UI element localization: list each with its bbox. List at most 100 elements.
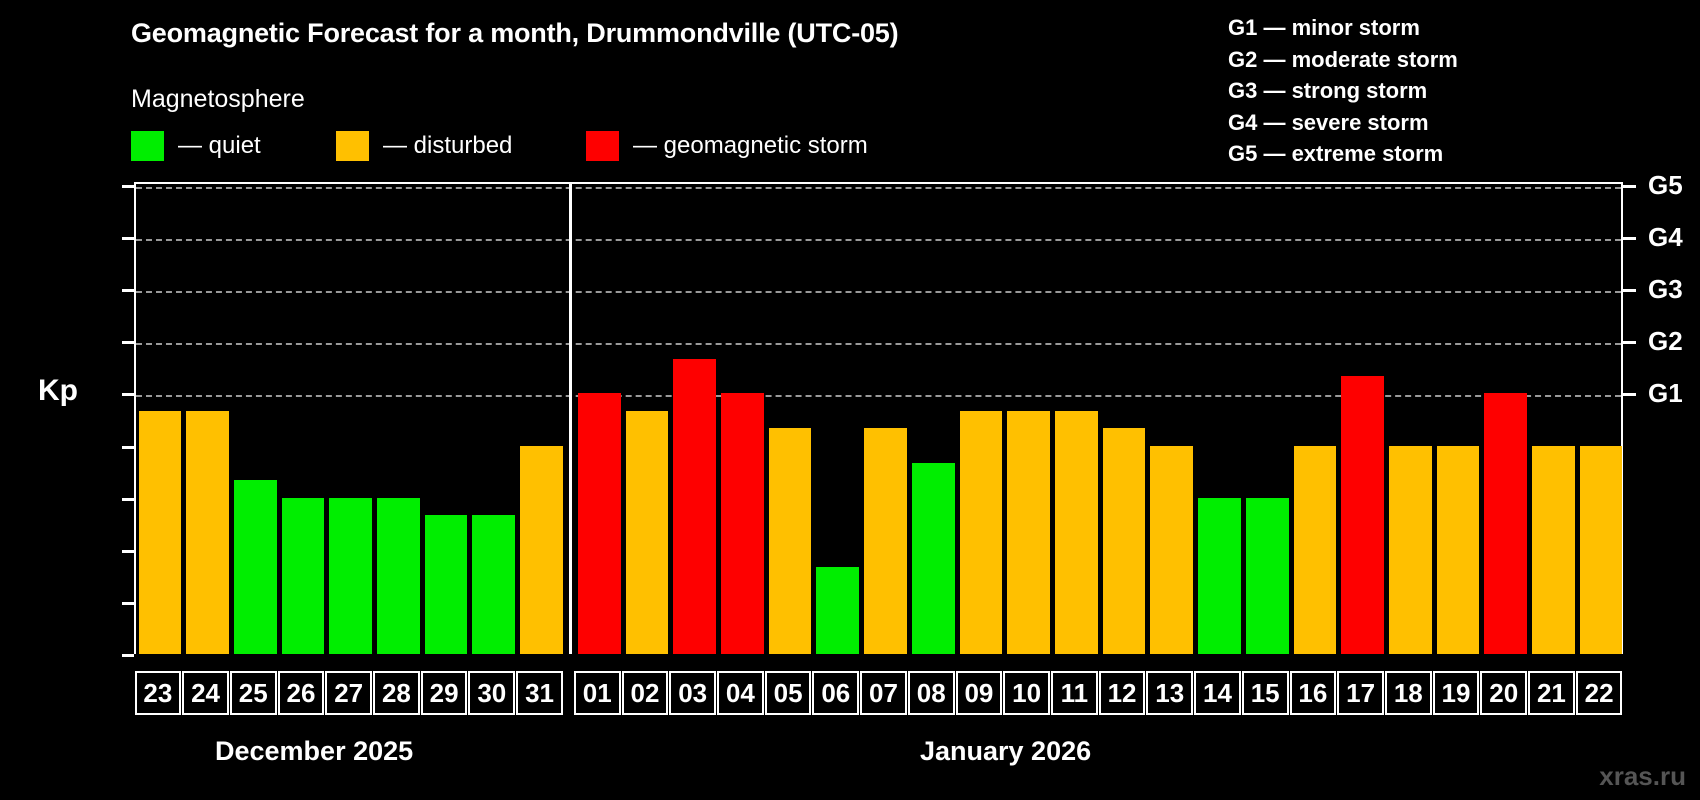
y-tick-mark-4 — [122, 445, 134, 449]
bar-december-28[interactable] — [377, 497, 420, 654]
bar-december-30[interactable] — [472, 514, 516, 654]
y-tick-mark-5 — [122, 393, 134, 397]
bar-december-27[interactable] — [329, 497, 373, 654]
day-label-26[interactable]: 26 — [277, 671, 325, 715]
legend-swatch-quiet-icon — [131, 131, 164, 161]
day-label-22[interactable]: 22 — [1575, 671, 1623, 715]
bar-january-12[interactable] — [1102, 428, 1146, 654]
legend-swatch-disturbed-icon — [336, 131, 369, 161]
month-caption-2: January 2026 — [920, 736, 1092, 766]
g-tick-mark-G5 — [1623, 185, 1636, 188]
watermark: xras.ru — [1599, 761, 1686, 791]
month-divider — [569, 182, 573, 654]
day-label-30[interactable]: 30 — [468, 671, 516, 715]
bar-january-11[interactable] — [1054, 410, 1098, 654]
gridline-kp-5 — [136, 395, 1621, 398]
bar-january-05[interactable] — [768, 428, 812, 654]
magnetosphere-label: Magnetosphere — [131, 85, 305, 113]
bar-december-26[interactable] — [281, 497, 325, 654]
gridline-kp-6 — [136, 343, 1621, 346]
y-tick-mark-7 — [122, 289, 134, 293]
gridline-kp-8 — [136, 239, 1621, 242]
bar-december-25[interactable] — [233, 480, 277, 654]
y-axis-title: Kp — [38, 374, 78, 407]
bar-january-14[interactable] — [1198, 497, 1241, 654]
y-tick-mark-3 — [122, 497, 134, 501]
day-label-12[interactable]: 12 — [1098, 671, 1146, 715]
legend-entry-disturbed: — disturbed — [336, 130, 512, 162]
day-label-17[interactable]: 17 — [1337, 671, 1384, 715]
g-tick-mark-G4 — [1623, 237, 1636, 241]
day-label-16[interactable]: 16 — [1289, 671, 1337, 715]
bar-january-18[interactable] — [1388, 445, 1432, 654]
day-label-29[interactable]: 29 — [420, 671, 468, 715]
g-tick-label-G3: G3 — [1648, 274, 1683, 305]
bar-january-19[interactable] — [1436, 445, 1480, 654]
bar-january-16[interactable] — [1293, 445, 1337, 654]
y-tick-mark-6 — [122, 341, 134, 345]
g-tick-mark-G1 — [1623, 393, 1636, 397]
day-label-19[interactable]: 19 — [1432, 671, 1480, 715]
bar-january-22[interactable] — [1579, 445, 1623, 654]
legend-label-disturbed: — disturbed — [383, 132, 513, 159]
day-label-09[interactable]: 09 — [955, 671, 1003, 715]
day-label-31[interactable]: 31 — [516, 671, 563, 715]
bar-january-03[interactable] — [673, 358, 716, 654]
day-label-05[interactable]: 05 — [764, 671, 812, 715]
bar-january-08[interactable] — [911, 462, 955, 654]
bar-december-24[interactable] — [186, 410, 229, 654]
bar-january-15[interactable] — [1245, 497, 1289, 654]
bar-january-20[interactable] — [1484, 393, 1528, 654]
day-label-10[interactable]: 10 — [1003, 671, 1050, 715]
bar-january-21[interactable] — [1532, 445, 1575, 654]
day-label-04[interactable]: 04 — [717, 671, 764, 715]
bar-january-10[interactable] — [1007, 410, 1050, 654]
day-label-20[interactable]: 20 — [1480, 671, 1528, 715]
g-scale-legend-line-3: G3 — strong storm — [1228, 78, 1428, 103]
bar-january-06[interactable] — [816, 566, 860, 654]
g-tick-label-G4: G4 — [1648, 222, 1683, 253]
day-label-13[interactable]: 13 — [1146, 671, 1194, 715]
y-tick-mark-1 — [122, 601, 134, 605]
month-caption-1: December 2025 — [215, 736, 414, 766]
day-label-02[interactable]: 02 — [621, 671, 669, 715]
legend-swatch-geomagnetic-storm-icon — [586, 131, 619, 161]
bar-january-09[interactable] — [959, 410, 1003, 654]
day-label-14[interactable]: 14 — [1194, 671, 1241, 715]
g-tick-label-G1: G1 — [1648, 378, 1683, 409]
bar-december-23[interactable] — [138, 410, 182, 654]
day-label-28[interactable]: 28 — [373, 671, 420, 715]
g-tick-mark-G2 — [1623, 341, 1636, 345]
legend-label-quiet: — quiet — [178, 132, 261, 159]
bar-december-31[interactable] — [520, 445, 563, 654]
bars-layer — [136, 184, 1623, 654]
bar-january-07[interactable] — [864, 428, 907, 654]
day-label-03[interactable]: 03 — [669, 671, 716, 715]
bar-january-17[interactable] — [1341, 376, 1384, 654]
bar-january-13[interactable] — [1150, 445, 1194, 654]
day-label-15[interactable]: 15 — [1241, 671, 1289, 715]
g-tick-label-G2: G2 — [1648, 326, 1683, 357]
bar-january-02[interactable] — [625, 410, 669, 654]
day-label-24[interactable]: 24 — [182, 671, 229, 715]
bar-january-01[interactable] — [577, 393, 621, 654]
g-scale-legend-line-4: G4 — severe storm — [1228, 109, 1429, 135]
day-label-08[interactable]: 08 — [907, 671, 955, 715]
day-label-07[interactable]: 07 — [860, 671, 907, 715]
g-tick-mark-G3 — [1623, 289, 1636, 293]
day-label-23[interactable]: 23 — [134, 671, 182, 715]
g-scale-legend-line-2: G2 — moderate storm — [1228, 46, 1458, 72]
day-label-06[interactable]: 06 — [812, 671, 860, 715]
day-label-11[interactable]: 11 — [1050, 671, 1098, 715]
plot-inner — [136, 182, 1623, 654]
day-label-18[interactable]: 18 — [1384, 671, 1432, 715]
y-tick-mark-2 — [122, 549, 134, 553]
bar-january-04[interactable] — [721, 393, 764, 654]
day-label-01[interactable]: 01 — [573, 671, 621, 715]
day-label-25[interactable]: 25 — [229, 671, 277, 715]
day-label-27[interactable]: 27 — [325, 671, 373, 715]
legend-label-geomagnetic-storm: — geomagnetic storm — [633, 132, 868, 159]
bar-december-29[interactable] — [424, 514, 468, 654]
page-title: Geomagnetic Forecast for a month, Drummo… — [131, 18, 899, 48]
day-label-21[interactable]: 21 — [1528, 671, 1575, 715]
